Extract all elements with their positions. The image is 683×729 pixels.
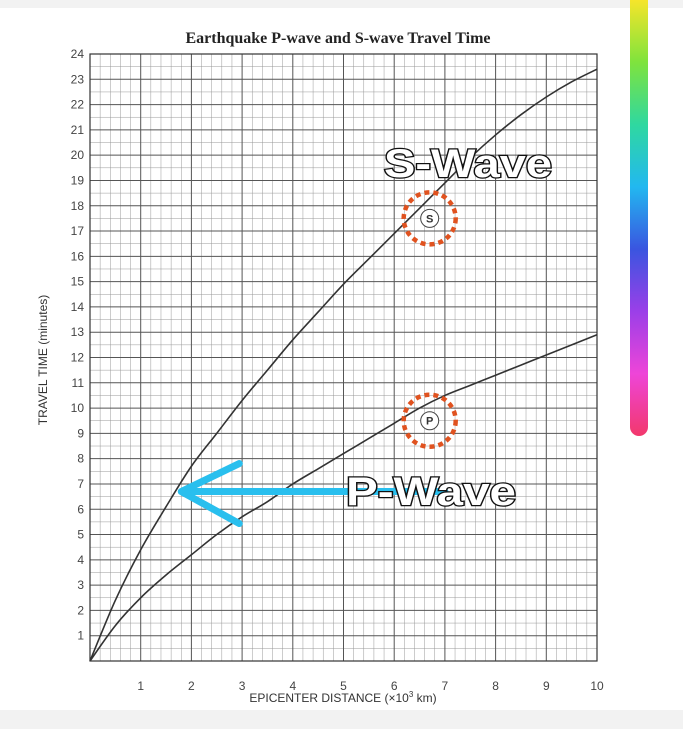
x-tick-label: 3 xyxy=(239,679,246,693)
x-tick-label: 10 xyxy=(590,679,604,693)
x-tick-label: 5 xyxy=(340,679,347,693)
y-tick-label: 23 xyxy=(71,72,85,86)
y-tick-label: 18 xyxy=(71,199,85,213)
chart-title: Earthquake P-wave and S-wave Travel Time xyxy=(185,30,490,47)
x-axis-label: EPICENTER DISTANCE (×103 km) xyxy=(249,690,436,705)
chart-canvas: Earthquake P-wave and S-wave Travel Time… xyxy=(0,8,683,710)
y-tick-label: 15 xyxy=(71,275,85,289)
y-tick-label: 1 xyxy=(77,629,84,643)
y-tick-label: 8 xyxy=(77,452,84,466)
x-tick-label: 7 xyxy=(442,679,449,693)
travel-time-chart: Earthquake P-wave and S-wave Travel Time… xyxy=(36,30,604,705)
y-tick-label: 2 xyxy=(77,603,84,617)
y-tick-label: 14 xyxy=(71,300,85,314)
x-axis-label-text: EPICENTER DISTANCE (×10 xyxy=(249,691,409,705)
x-tick-label: 1 xyxy=(137,679,144,693)
y-tick-label: 13 xyxy=(71,325,85,339)
p-wave-label: P-Wave xyxy=(346,470,516,514)
x-tick-label: 9 xyxy=(543,679,550,693)
x-axis-label-unit: km) xyxy=(413,691,436,705)
y-tick-label: 9 xyxy=(77,426,84,440)
s-wave-label: S-Wave xyxy=(384,142,552,186)
x-axis-label-sup: 3 xyxy=(409,690,414,699)
annotations: SP xyxy=(401,190,458,449)
y-tick-label: 24 xyxy=(71,47,85,61)
y-tick-label: 12 xyxy=(71,351,85,365)
arrow-layer xyxy=(177,460,449,528)
y-tick-label: 17 xyxy=(71,224,85,238)
x-tick-label: 6 xyxy=(391,679,398,693)
y-tick-label: 4 xyxy=(77,553,84,567)
y-tick-label: 21 xyxy=(71,123,85,137)
x-tick-labels: 1 2 3 4 5 6 7 8 9 10 xyxy=(137,679,604,693)
y-tick-label: 19 xyxy=(71,173,85,187)
x-tick-label: 2 xyxy=(188,679,195,693)
y-tick-label: 16 xyxy=(71,249,85,263)
s-marker-dot xyxy=(420,208,440,228)
y-axis-label: TRAVEL TIME (minutes) xyxy=(36,295,50,425)
y-tick-label: 3 xyxy=(77,578,84,592)
p-marker-dot xyxy=(420,411,440,431)
p-marker-ring xyxy=(401,392,458,449)
y-tick-label: 7 xyxy=(77,477,84,491)
x-tick-label: 4 xyxy=(289,679,296,693)
y-tick-label: 10 xyxy=(71,401,85,415)
y-tick-label: 6 xyxy=(77,502,84,516)
arrow-head xyxy=(177,460,243,528)
y-tick-label: 22 xyxy=(71,98,85,112)
s-wave-curve xyxy=(89,68,598,662)
x-tick-label: 8 xyxy=(492,679,499,693)
y-tick-label: 20 xyxy=(71,148,85,162)
curves xyxy=(89,68,598,662)
s-marker-label: S xyxy=(426,213,433,225)
s-marker-ring xyxy=(401,190,458,247)
y-tick-label: 5 xyxy=(77,528,84,542)
p-marker-label: P xyxy=(426,416,433,428)
y-tick-label: 11 xyxy=(72,376,85,390)
major-grid xyxy=(89,53,598,662)
p-wave-curve xyxy=(89,333,598,662)
plot-frame xyxy=(89,53,598,662)
color-scale-bar xyxy=(630,0,648,436)
